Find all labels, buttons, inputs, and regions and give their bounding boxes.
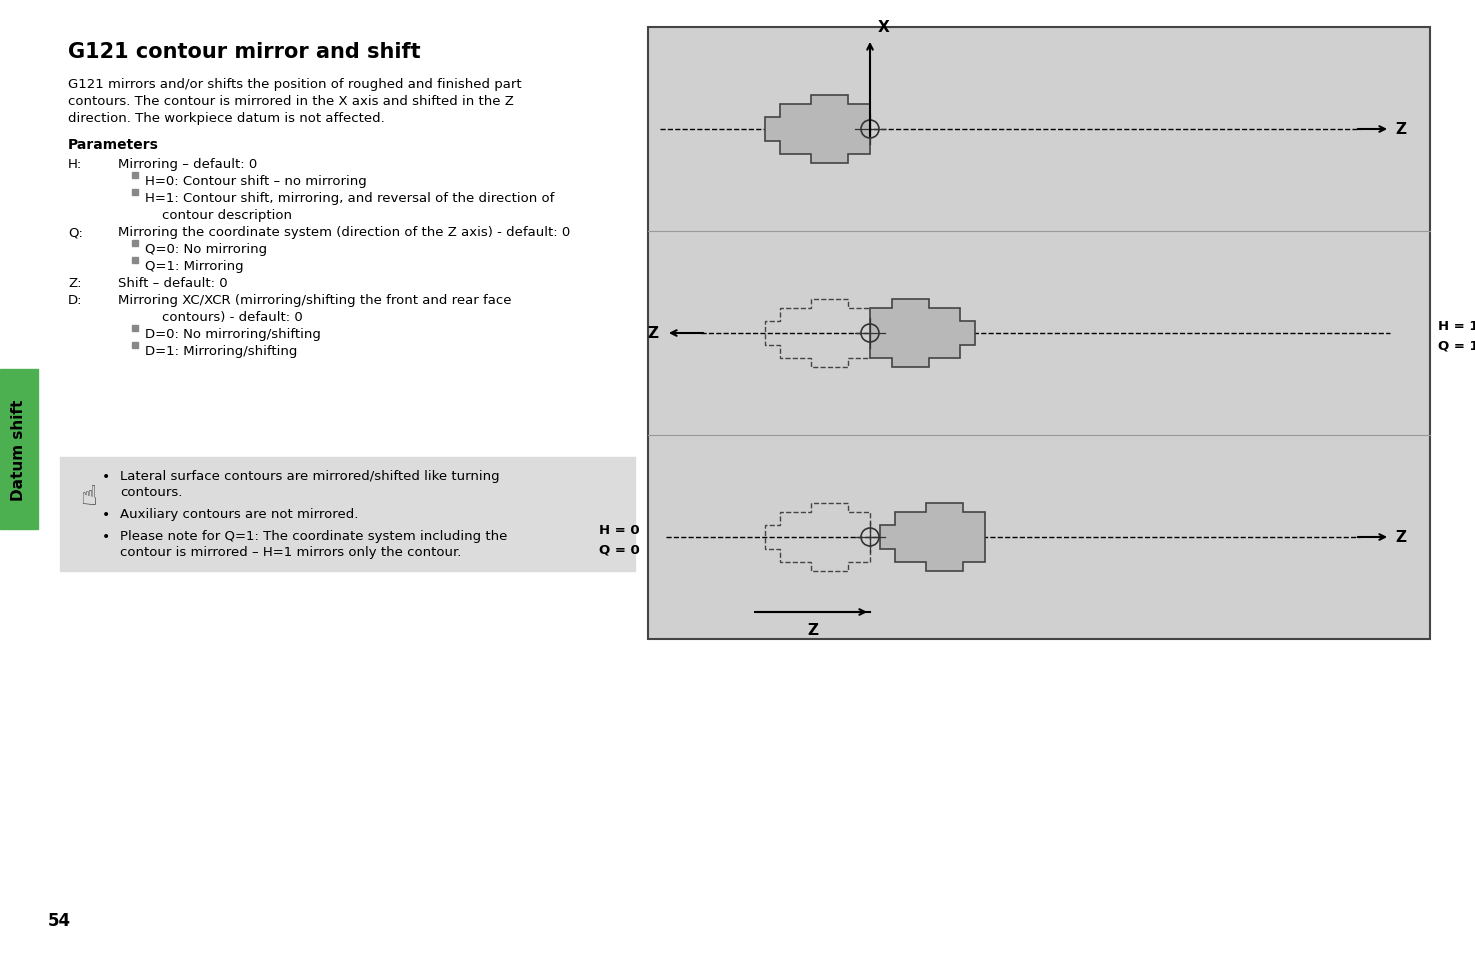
Text: Shift – default: 0: Shift – default: 0: [118, 276, 227, 290]
Text: Z:: Z:: [68, 276, 81, 290]
Text: H = 0: H = 0: [599, 523, 640, 536]
Bar: [131, 343, 139, 349]
Text: Q=1: Mirroring: Q=1: Mirroring: [145, 260, 243, 273]
Text: Q=0: No mirroring: Q=0: No mirroring: [145, 243, 267, 255]
Text: contour is mirrored – H=1 mirrors only the contour.: contour is mirrored – H=1 mirrors only t…: [119, 545, 462, 558]
Text: Z: Z: [1395, 122, 1406, 137]
Text: ☝: ☝: [80, 482, 96, 511]
Bar: [0, 370, 38, 530]
Polygon shape: [764, 96, 870, 164]
Text: Q = 1: Q = 1: [1438, 339, 1475, 352]
Text: G121 contour mirror and shift: G121 contour mirror and shift: [68, 42, 420, 62]
Text: 54: 54: [49, 911, 71, 929]
Text: Z: Z: [807, 622, 819, 638]
Text: X: X: [878, 20, 889, 35]
Text: •: •: [102, 530, 111, 543]
Text: Mirroring the coordinate system (direction of the Z axis) - default: 0: Mirroring the coordinate system (directi…: [118, 226, 571, 239]
Text: direction. The workpiece datum is not affected.: direction. The workpiece datum is not af…: [68, 112, 385, 125]
Bar: [60, 457, 636, 572]
Text: H=1: Contour shift, mirroring, and reversal of the direction of: H=1: Contour shift, mirroring, and rever…: [145, 192, 555, 205]
Text: contours. The contour is mirrored in the X axis and shifted in the Z: contours. The contour is mirrored in the…: [68, 95, 513, 108]
Text: Mirroring XC/XCR (mirroring/shifting the front and rear face: Mirroring XC/XCR (mirroring/shifting the…: [118, 294, 512, 307]
Bar: [131, 241, 139, 247]
Text: G121 mirrors and/or shifts the position of roughed and finished part: G121 mirrors and/or shifts the position …: [68, 78, 522, 91]
Text: D=1: Mirroring/shifting: D=1: Mirroring/shifting: [145, 345, 298, 357]
Text: H:: H:: [68, 158, 83, 171]
Text: contour description: contour description: [162, 209, 292, 222]
Text: Datum shift: Datum shift: [12, 399, 27, 500]
Polygon shape: [870, 299, 975, 368]
Text: H=0: Contour shift – no mirroring: H=0: Contour shift – no mirroring: [145, 174, 367, 188]
Text: Please note for Q=1: The coordinate system including the: Please note for Q=1: The coordinate syst…: [119, 530, 507, 542]
Bar: [131, 257, 139, 264]
Text: Mirroring – default: 0: Mirroring – default: 0: [118, 158, 257, 171]
Bar: [648, 28, 1429, 639]
Bar: [131, 190, 139, 195]
Text: •: •: [102, 470, 111, 483]
Text: contours) - default: 0: contours) - default: 0: [162, 311, 302, 324]
Text: Z: Z: [1395, 530, 1406, 545]
Text: D=0: No mirroring/shifting: D=0: No mirroring/shifting: [145, 328, 322, 340]
Text: Q = 0: Q = 0: [599, 543, 640, 556]
Text: H = 1: H = 1: [1438, 319, 1475, 333]
Bar: [131, 172, 139, 179]
Text: Parameters: Parameters: [68, 138, 159, 152]
Text: •: •: [102, 507, 111, 521]
Text: contours.: contours.: [119, 485, 183, 498]
Text: Auxiliary contours are not mirrored.: Auxiliary contours are not mirrored.: [119, 507, 358, 520]
Text: Z: Z: [648, 326, 658, 341]
Text: Lateral surface contours are mirrored/shifted like turning: Lateral surface contours are mirrored/sh…: [119, 470, 500, 482]
Text: D:: D:: [68, 294, 83, 307]
Bar: [131, 326, 139, 332]
Text: Q:: Q:: [68, 226, 83, 239]
Polygon shape: [879, 503, 985, 572]
